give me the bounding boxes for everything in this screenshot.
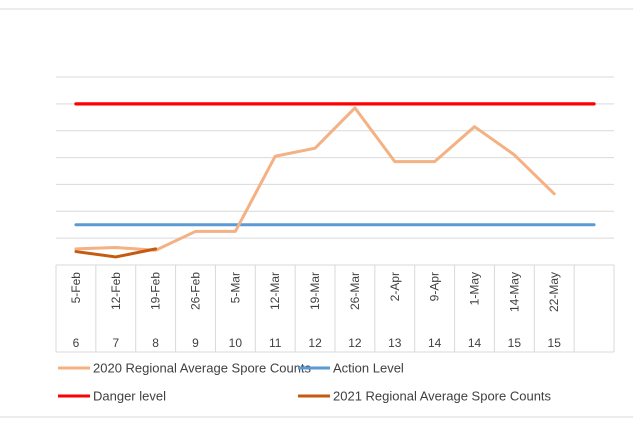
- x-tick-label: 19-Feb: [149, 272, 163, 310]
- x-tick-label: 26-Feb: [189, 272, 203, 310]
- legend-label: Danger level: [93, 389, 166, 404]
- legend-label: 2021 Regional Average Spore Counts: [333, 389, 552, 404]
- series-line: [74, 247, 158, 259]
- legend: 2020 Regional Average Spore Counts Action…: [58, 361, 552, 404]
- week-number-label: 7: [112, 336, 119, 350]
- week-number-label: 11: [269, 336, 282, 350]
- x-tick-label: 12-Feb: [109, 272, 123, 310]
- x-tick-label: 12-Mar: [268, 272, 282, 310]
- week-number-label: 10: [229, 336, 243, 350]
- x-tick-label: 2-Apr: [388, 272, 402, 301]
- x-tick-label: 14-May: [507, 272, 521, 312]
- week-number-label: 14: [428, 336, 442, 350]
- x-tick-label: 19-Mar: [308, 272, 322, 310]
- x-tick-label: 1-May: [468, 272, 482, 305]
- x-tick-label: 9-Apr: [428, 272, 442, 301]
- x-tick-label: 5-Mar: [228, 272, 242, 303]
- legend-label: Action Level: [333, 361, 404, 376]
- x-axis: 5-Feb 6 12-Feb 7 19-Feb 8 26-Feb 9 5-Mar 10 12-Mar…: [55, 264, 615, 353]
- week-number-label: 9: [192, 336, 199, 350]
- week-number-label: 13: [388, 336, 402, 350]
- x-tick-label: 26-Mar: [348, 272, 362, 310]
- series-lines: [74, 102, 596, 259]
- legend-label: 2020 Regional Average Spore Counts: [93, 361, 312, 376]
- week-number-label: 6: [73, 336, 80, 350]
- week-number-label: 12: [348, 336, 362, 350]
- x-tick-label: 22-May: [547, 272, 561, 312]
- week-number-label: 14: [468, 336, 482, 350]
- week-number-label: 15: [508, 336, 522, 350]
- x-tick-label: 5-Feb: [69, 272, 83, 304]
- week-number-label: 12: [308, 336, 322, 350]
- week-number-label: 15: [548, 336, 562, 350]
- week-number-label: 8: [152, 336, 159, 350]
